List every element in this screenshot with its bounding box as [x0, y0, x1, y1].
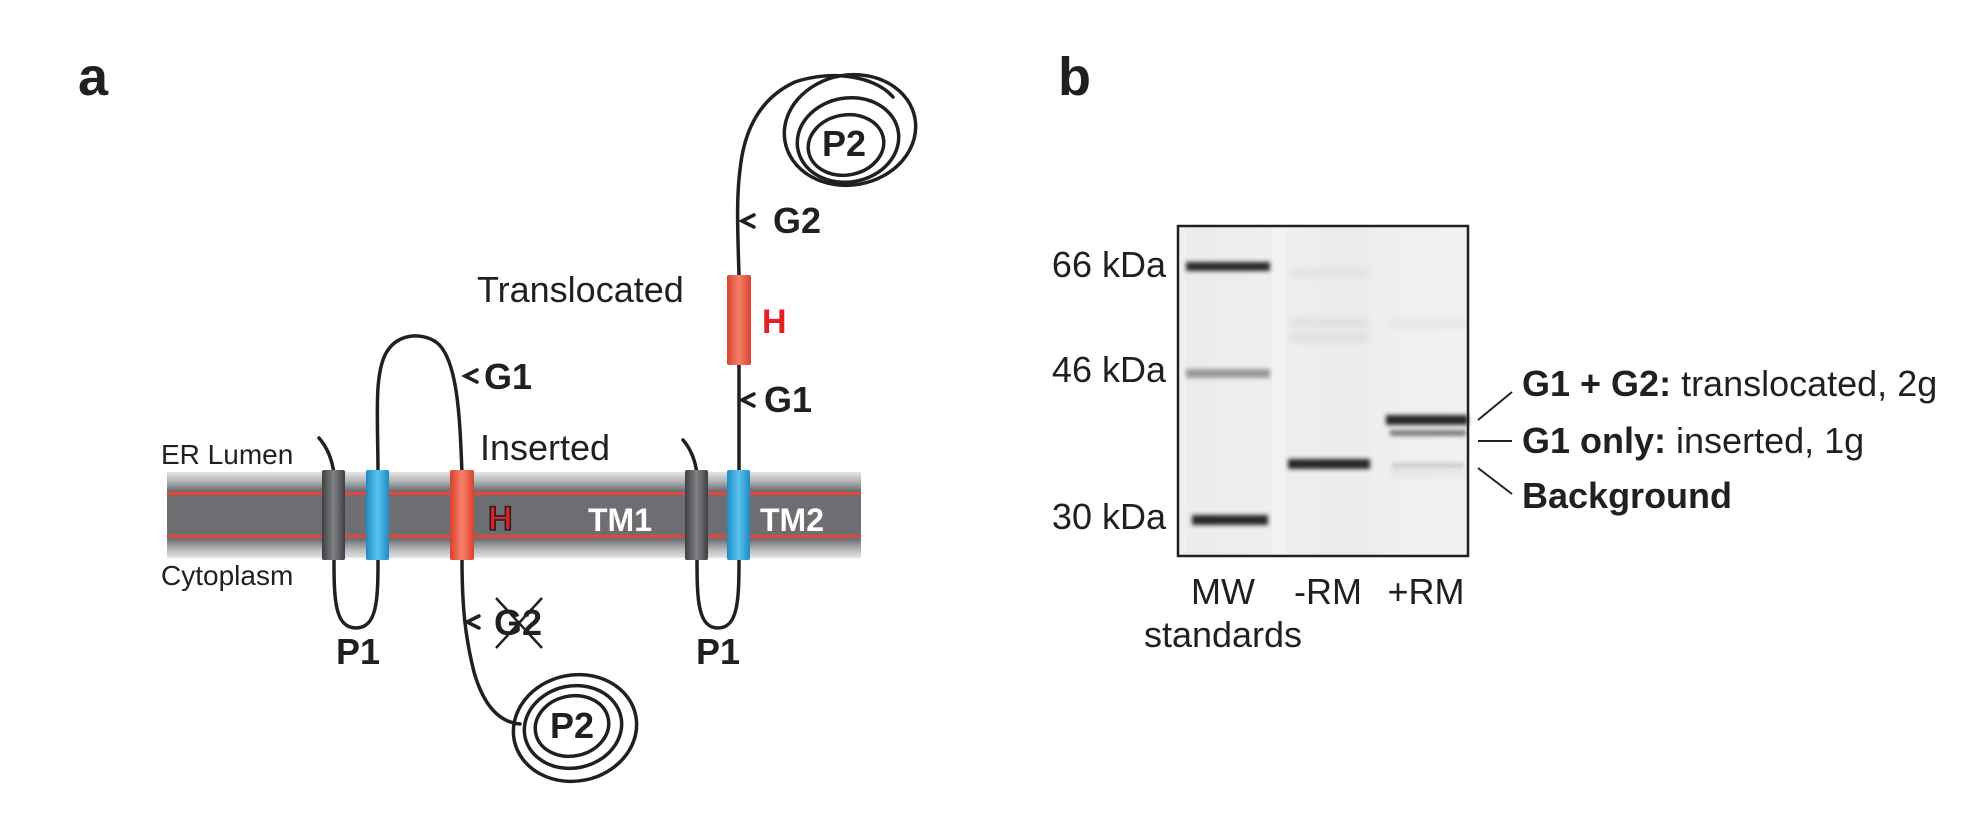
glyco-marker-g1-translocated: [742, 394, 754, 406]
glyco-marker-g2-translocated: [742, 215, 754, 227]
mw-label-30: 30 kDa: [1052, 496, 1167, 537]
lane-label-mw: MW: [1191, 571, 1255, 612]
gel-band-g1-g2: [1386, 415, 1468, 425]
panel-a-label: a: [78, 47, 109, 107]
gel-band-46kda: [1186, 369, 1270, 378]
gel-band-minus-rm: [1288, 459, 1370, 469]
tm-segment-gray-left: [322, 470, 345, 560]
annotation-g1-only-bold: G1 only:: [1522, 420, 1666, 461]
tm-segment-red-inserted: [450, 470, 474, 560]
tm-segment-gray-right: [685, 470, 708, 560]
p1-right-label: P1: [696, 631, 740, 672]
tm-segment-red-translocated: [727, 275, 751, 365]
annotation-g1-g2-bold: G1 + G2:: [1522, 363, 1671, 404]
gel-band-30kda: [1192, 515, 1268, 525]
tm-segment-blue-left: [366, 470, 389, 560]
tm1-label: TM1: [588, 502, 652, 538]
h-translocated-label: H: [762, 303, 787, 341]
annotation-g1-only: G1 only: inserted, 1g: [1522, 420, 1864, 461]
glyco-marker-g2-inserted: [467, 616, 479, 628]
er-lumen-label: ER Lumen: [161, 439, 293, 470]
mw-label-46: 46 kDa: [1052, 349, 1167, 390]
annotation-g1-g2-text: translocated, 2g: [1671, 363, 1937, 404]
annotation-leaders: [1478, 392, 1512, 494]
g2-translocated-label: G2: [773, 200, 821, 241]
gel-band-g1-only: [1390, 430, 1466, 436]
p2-bottom-label: P2: [550, 705, 594, 746]
g1-translocated-label: G1: [764, 379, 812, 420]
translocated-label: Translocated: [477, 269, 684, 310]
lane-label-plus-rm: +RM: [1387, 571, 1464, 612]
tm-segment-blue-right: [727, 470, 750, 560]
lane-label-mw-standards: standards: [1144, 614, 1302, 655]
cytoplasm-label: Cytoplasm: [161, 560, 293, 591]
membrane: [167, 472, 861, 558]
mw-label-66: 66 kDa: [1052, 244, 1167, 285]
annotation-background: Background: [1522, 475, 1732, 516]
tm2-label: TM2: [760, 502, 824, 538]
g1-inserted-label: G1: [484, 356, 532, 397]
annotation-g1-only-text: inserted, 1g: [1666, 420, 1864, 461]
annotation-g1-g2: G1 + G2: translocated, 2g: [1522, 363, 1937, 404]
gel-band-66kda: [1186, 262, 1270, 271]
inserted-label: Inserted: [480, 427, 610, 468]
p2-top-label: P2: [822, 123, 866, 164]
annotation-background-bold: Background: [1522, 475, 1732, 516]
lane-label-minus-rm: -RM: [1294, 571, 1362, 612]
p1-left-label: P1: [336, 631, 380, 672]
h-inserted-label: H: [488, 500, 513, 538]
glyco-marker-g1-inserted: [465, 370, 477, 382]
gel-image: [1178, 226, 1468, 556]
panel-b-label: b: [1058, 47, 1091, 107]
gel-band-background: [1392, 463, 1464, 468]
